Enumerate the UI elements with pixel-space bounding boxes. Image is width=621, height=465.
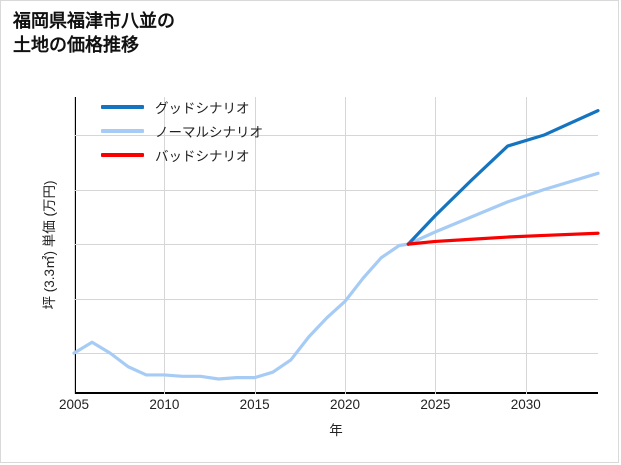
- legend-color-swatch-icon: [101, 105, 144, 109]
- gridline-vertical: [74, 97, 75, 394]
- legend-item[interactable]: バッドシナリオ: [101, 143, 331, 167]
- legend-color-swatch-icon: [101, 153, 144, 157]
- gridline-vertical: [525, 97, 527, 394]
- legend-item[interactable]: グッドシナリオ: [101, 95, 331, 119]
- legend-item-label: バッドシナリオ: [155, 149, 250, 164]
- gridline-horizontal: [74, 298, 598, 300]
- series-line: [406, 109, 600, 246]
- gridline-horizontal: [74, 189, 598, 191]
- gridline-vertical: [254, 97, 256, 394]
- legend-item-label: グッドシナリオ: [155, 101, 250, 116]
- y-axis-label: 坪 (3.3㎡) 単価 (万円): [42, 180, 57, 310]
- legend-item[interactable]: ノーマルシナリオ: [101, 119, 331, 143]
- x-axis-tick-label: 2020: [330, 397, 361, 412]
- gridline-vertical: [345, 97, 347, 394]
- plot-frame: [74, 97, 598, 394]
- gridline-horizontal: [74, 135, 598, 137]
- legend-color-swatch-icon: [101, 129, 144, 133]
- gridline-horizontal: [74, 353, 598, 355]
- legend: グッドシナリオ ノーマルシナリオ バッドシナリオ: [101, 95, 331, 167]
- gridline-vertical: [435, 97, 437, 394]
- x-axis-tick-label: 2025: [420, 397, 451, 412]
- gridline-horizontal: [74, 244, 598, 246]
- legend-item-label: ノーマルシナリオ: [155, 125, 263, 140]
- page-title: 福岡県福津市八並の 土地の価格推移: [13, 11, 175, 56]
- gridline-vertical: [164, 97, 166, 394]
- x-axis-label: 年: [329, 423, 343, 438]
- series-layer: [72, 109, 600, 381]
- series-line: [72, 171, 600, 381]
- x-axis-tick-label: 2015: [239, 397, 270, 412]
- series-line: [406, 231, 600, 246]
- x-axis-tick-label: 2005: [58, 397, 90, 412]
- x-axis-tick-label: 2010: [149, 397, 180, 412]
- x-axis-tick-label: 2030: [510, 397, 541, 412]
